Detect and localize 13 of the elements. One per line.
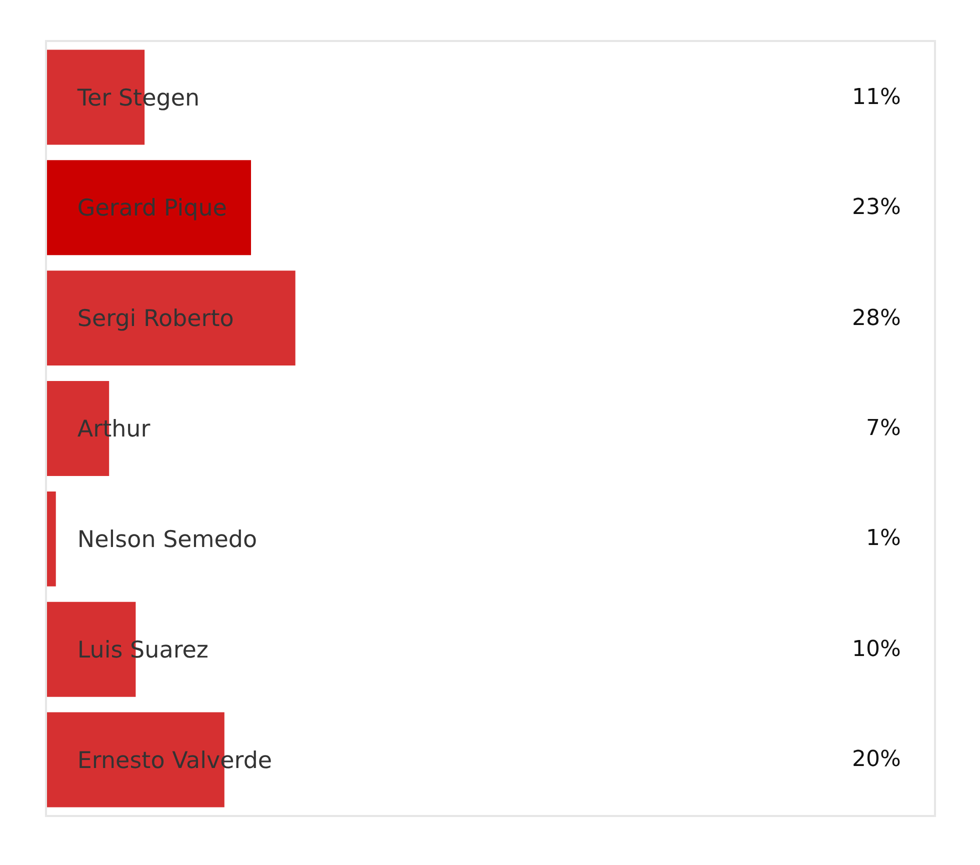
data-label: 11% bbox=[852, 85, 901, 110]
data-label: 7% bbox=[866, 416, 901, 441]
bar bbox=[47, 491, 56, 586]
y-tick-label: Sergi Roberto bbox=[77, 306, 234, 332]
data-label: 28% bbox=[852, 306, 901, 331]
bar bbox=[47, 270, 296, 366]
y-tick-label: Gerard Pique bbox=[77, 196, 227, 222]
y-tick-label: Nelson Semedo bbox=[77, 526, 258, 553]
bar bbox=[47, 160, 252, 256]
data-label: 10% bbox=[852, 637, 901, 662]
data-label: 23% bbox=[852, 195, 901, 220]
data-label: 1% bbox=[866, 526, 901, 551]
data-label: 20% bbox=[852, 747, 901, 772]
